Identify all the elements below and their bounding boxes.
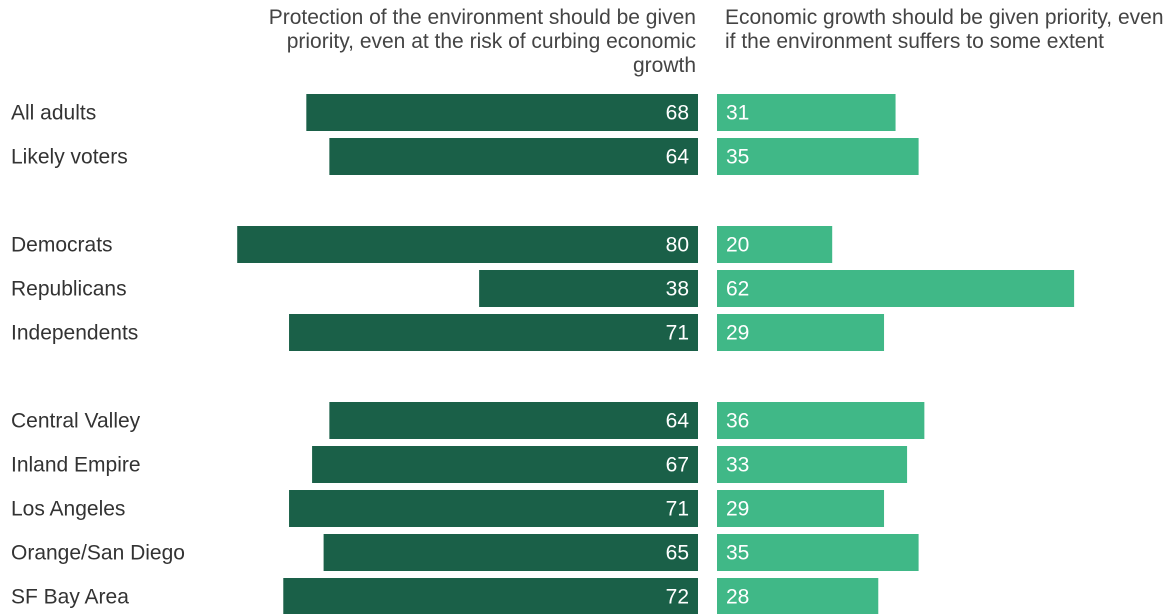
bar-economy-republicans <box>717 270 1075 307</box>
bar-economy-democrats <box>717 226 833 263</box>
value-label-environment-republicans: 38 <box>666 278 689 301</box>
category-label-republicans: Republicans <box>11 278 127 301</box>
value-label-economy-all-adults: 31 <box>726 102 749 125</box>
bar-environment-orange-san-diego <box>323 534 698 571</box>
category-label-all-adults: All adults <box>11 102 96 125</box>
value-label-economy-likely-voters: 35 <box>726 146 749 169</box>
bar-economy-independents <box>717 314 885 351</box>
bar-environment-democrats <box>237 226 698 263</box>
bar-environment-los-angeles <box>289 490 698 527</box>
value-label-economy-orange-san-diego: 35 <box>726 542 749 565</box>
category-label-independents: Independents <box>11 322 138 345</box>
value-label-environment-central-valley: 64 <box>666 410 690 433</box>
bar-economy-central-valley <box>717 402 925 439</box>
bar-economy-sf-bay-area <box>717 578 879 614</box>
value-label-economy-democrats: 20 <box>726 234 749 257</box>
value-label-economy-inland-empire: 33 <box>726 454 749 477</box>
value-label-environment-orange-san-diego: 65 <box>666 542 689 565</box>
bar-environment-central-valley <box>329 402 698 439</box>
bar-economy-orange-san-diego <box>717 534 919 571</box>
bar-environment-republicans <box>479 270 698 307</box>
bar-economy-all-adults <box>717 94 896 131</box>
bar-environment-sf-bay-area <box>283 578 698 614</box>
value-label-environment-democrats: 80 <box>666 234 689 257</box>
value-label-economy-sf-bay-area: 28 <box>726 586 749 609</box>
value-label-environment-independents: 71 <box>666 322 689 345</box>
bar-economy-inland-empire <box>717 446 908 483</box>
category-label-orange-san-diego: Orange/San Diego <box>11 542 185 565</box>
bar-environment-all-adults <box>306 94 698 131</box>
bar-economy-likely-voters <box>717 138 919 175</box>
bar-environment-inland-empire <box>312 446 698 483</box>
category-label-inland-empire: Inland Empire <box>11 454 141 477</box>
value-label-environment-los-angeles: 71 <box>666 498 689 521</box>
value-label-economy-los-angeles: 29 <box>726 498 749 521</box>
value-label-economy-central-valley: 36 <box>726 410 749 433</box>
bar-environment-independents <box>289 314 698 351</box>
value-label-environment-inland-empire: 67 <box>666 454 689 477</box>
value-label-environment-likely-voters: 64 <box>666 146 690 169</box>
right-column-header: Economic growth should be given priority… <box>725 6 1164 53</box>
value-label-environment-sf-bay-area: 72 <box>666 586 689 609</box>
value-label-economy-republicans: 62 <box>726 278 749 301</box>
category-label-democrats: Democrats <box>11 234 113 257</box>
value-label-economy-independents: 29 <box>726 322 749 345</box>
bar-environment-likely-voters <box>329 138 698 175</box>
category-label-central-valley: Central Valley <box>11 410 141 433</box>
left-column-header: Protection of the environment should be … <box>268 6 696 77</box>
category-label-los-angeles: Los Angeles <box>11 498 125 521</box>
category-label-likely-voters: Likely voters <box>11 146 128 169</box>
value-label-environment-all-adults: 68 <box>666 102 689 125</box>
category-label-sf-bay-area: SF Bay Area <box>11 586 129 609</box>
bar-economy-los-angeles <box>717 490 885 527</box>
